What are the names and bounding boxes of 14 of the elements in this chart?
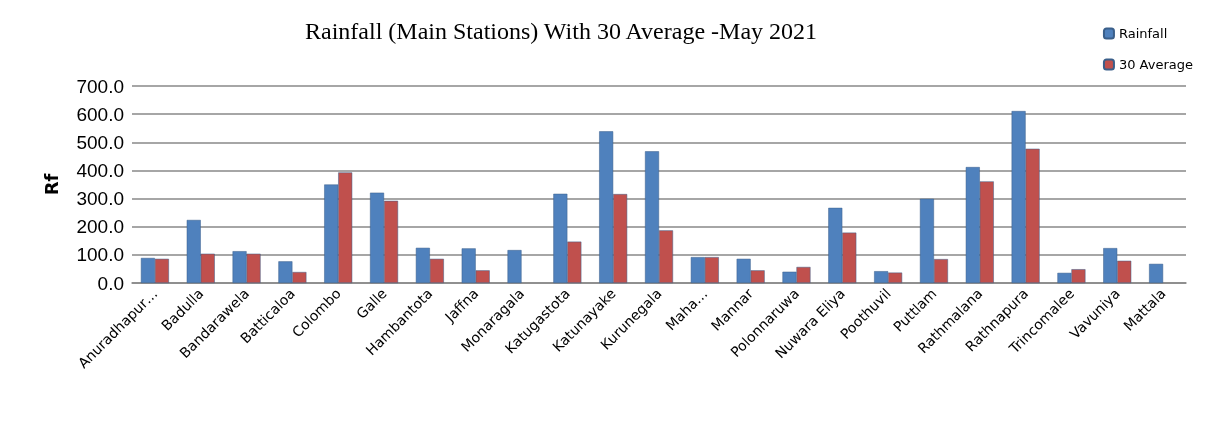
y-tick-label: 400.0 [76,159,124,181]
bar [1149,263,1164,283]
y-tick-label: 200.0 [76,216,124,238]
y-tick-label: 0.0 [97,272,124,294]
legend-label: Rainfall [1118,26,1168,41]
y-tick-label: 500.0 [76,131,124,153]
legend-label: 30 Average [1118,57,1193,72]
y-tick-label: 100.0 [76,244,124,266]
y-tick-label: 700.0 [76,75,124,97]
y-axis-title: Rf [40,173,62,196]
chart-title: Rainfall (Main Stations) With 30 Average -May 2021 [305,18,818,44]
bar [507,250,522,283]
y-tick-label: 300.0 [76,188,124,210]
y-tick-label: 600.0 [76,103,124,125]
